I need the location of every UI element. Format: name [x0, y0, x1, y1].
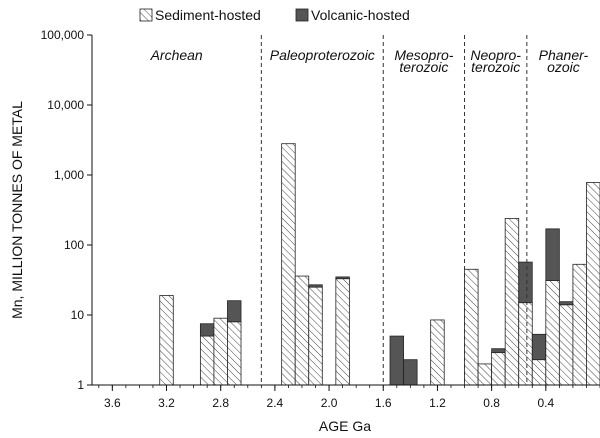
bar-volcanic-15 [518, 261, 533, 304]
bar-volcanic-1 [199, 323, 215, 337]
bar-sediment-6 [308, 286, 323, 386]
bar-volcanic-16 [531, 333, 547, 361]
bar-sediment-1 [199, 335, 215, 386]
bar-sediment-0 [159, 295, 174, 386]
bar-sediment-3 [227, 321, 242, 386]
y-tick-label-5: 100,000 [41, 28, 85, 42]
bar-sediment-17 [545, 280, 560, 386]
legend-label-volcanic: Volcanic-hosted [311, 7, 410, 23]
bar-volcanic-17 [545, 228, 560, 282]
y-tick-label-3: 1,000 [54, 168, 84, 182]
y-ticks: 1 10 100 1,000 10,000 100,000 [41, 28, 92, 392]
bar-sediment-11 [464, 268, 479, 386]
bar-volcanic-6 [308, 284, 323, 288]
era-label-0: Archean [150, 47, 203, 63]
era-labels: Archean Paleoproterozoic Mesopro-terozoic N… [150, 47, 589, 75]
bar-volcanic-18 [558, 301, 574, 306]
bar-sediment-14 [504, 217, 520, 386]
bar-volcanic-9 [403, 359, 418, 386]
bar-volcanic-3 [227, 300, 242, 323]
legend-label-sediment: Sediment-hosted [155, 7, 261, 23]
bar-sediment-16 [531, 359, 547, 386]
bar-sediment-18 [558, 304, 574, 386]
bar-sediment-12 [477, 363, 493, 386]
bar-volcanic-7 [335, 276, 350, 280]
bar-volcanic-8 [389, 335, 404, 386]
bar-sediment-5 [294, 275, 310, 386]
era-label-3: Neopro-terozoic [470, 47, 521, 75]
legend-swatch-sediment [139, 8, 153, 22]
era-boundaries [260, 35, 528, 385]
x-axis-title: AGE Ga [319, 418, 371, 434]
bar-sediment-7 [335, 278, 350, 386]
bar-sediment-4 [281, 143, 296, 386]
bar-volcanic-13 [491, 348, 506, 354]
bar-sediment-20 [586, 182, 600, 386]
legend: Sediment-hosted Volcanic-hosted [139, 7, 410, 23]
y-tick-label-2: 100 [64, 238, 84, 252]
x-tick-label-5: 1.6 [375, 396, 392, 410]
axes [91, 35, 600, 386]
bar-sediment-10 [430, 319, 445, 386]
y-axis-title: Mn, MILLION TONNES OF METAL [9, 101, 25, 319]
legend-swatch-volcanic [295, 8, 309, 22]
bar-sediment-15 [518, 302, 533, 386]
era-label-4: Phaner-ozoic [539, 47, 589, 75]
y-tick-label-4: 10,000 [47, 98, 84, 112]
x-tick-label-4: 2.0 [321, 396, 338, 410]
era-label-2: Mesopro-terozoic [394, 47, 453, 75]
x-tick-label-7: 0.8 [483, 396, 500, 410]
bar-sediment-2 [213, 317, 228, 386]
x-tick-label-6: 1.2 [429, 396, 446, 410]
y-tick-label-0: 1 [77, 378, 84, 392]
x-tick-label-2: 2.8 [212, 396, 229, 410]
bars [159, 143, 600, 386]
x-ticks: 3.6 3.2 2.8 2.4 2.0 1.6 1.2 0.8 0.4 [98, 385, 600, 410]
y-tick-label-1: 10 [71, 308, 85, 322]
bar-sediment-13 [491, 352, 506, 386]
bar-sediment-19 [572, 263, 587, 386]
x-tick-label-1: 3.2 [158, 396, 175, 410]
x-tick-label-8: 0.4 [537, 396, 554, 410]
era-label-1: Paleoproterozoic [270, 47, 375, 63]
x-tick-label-0: 3.6 [104, 396, 121, 410]
x-tick-label-3: 2.4 [267, 396, 284, 410]
